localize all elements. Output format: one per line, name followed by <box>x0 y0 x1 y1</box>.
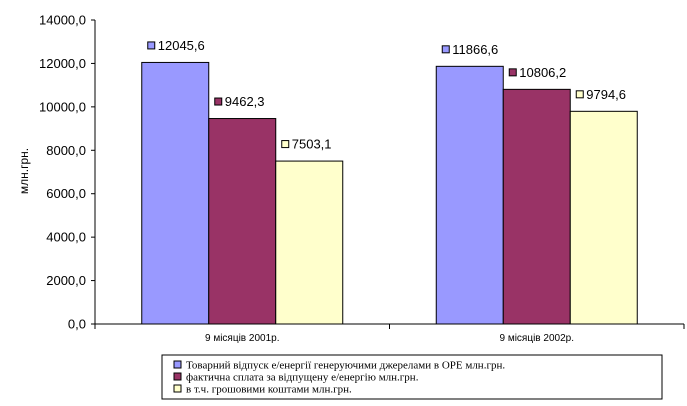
y-tick-label: 6000,0 <box>46 186 86 201</box>
data-label: 11866,6 <box>452 42 498 57</box>
y-tick-label: 0,0 <box>68 317 86 332</box>
legend-box <box>161 354 663 400</box>
data-label-key <box>575 90 584 99</box>
legend-label: фактична сплата за відпущену е/енергію м… <box>186 372 419 384</box>
y-tick-label: 12000,0 <box>39 56 86 71</box>
data-label-key <box>281 140 290 149</box>
y-tick-label: 4000,0 <box>46 230 86 245</box>
bar <box>141 61 210 325</box>
y-tick-label: 10000,0 <box>39 99 86 114</box>
data-label: 10806,2 <box>519 65 566 80</box>
bar <box>502 88 571 325</box>
data-label-key <box>441 45 450 54</box>
y-tick-label: 8000,0 <box>46 143 86 158</box>
data-label-key <box>214 97 223 106</box>
y-axis-title: млн.грн. <box>17 148 31 194</box>
bar <box>569 110 638 325</box>
bar <box>275 160 344 325</box>
x-category-label: 9 місяців 2002р. <box>500 333 574 344</box>
x-category-label: 9 місяців 2001р. <box>205 333 279 344</box>
data-label-key <box>147 41 156 50</box>
legend-label: Товарний відпуск е/енергії генеруючими д… <box>186 360 505 372</box>
bar <box>435 65 504 325</box>
legend-swatch <box>173 372 182 381</box>
data-label: 9462,3 <box>225 94 265 109</box>
legend-swatch <box>173 360 182 369</box>
bar <box>208 118 277 325</box>
legend-label: в т.ч. грошовими коштами млн.грн. <box>186 384 352 396</box>
data-label: 12045,6 <box>158 38 205 53</box>
data-label-key <box>508 68 517 77</box>
y-tick-label: 14000,0 <box>39 13 86 28</box>
y-tick-label: 2000,0 <box>46 273 86 288</box>
data-label: 7503,1 <box>292 137 332 152</box>
legend-swatch <box>173 384 182 393</box>
data-label: 9794,6 <box>586 87 626 102</box>
